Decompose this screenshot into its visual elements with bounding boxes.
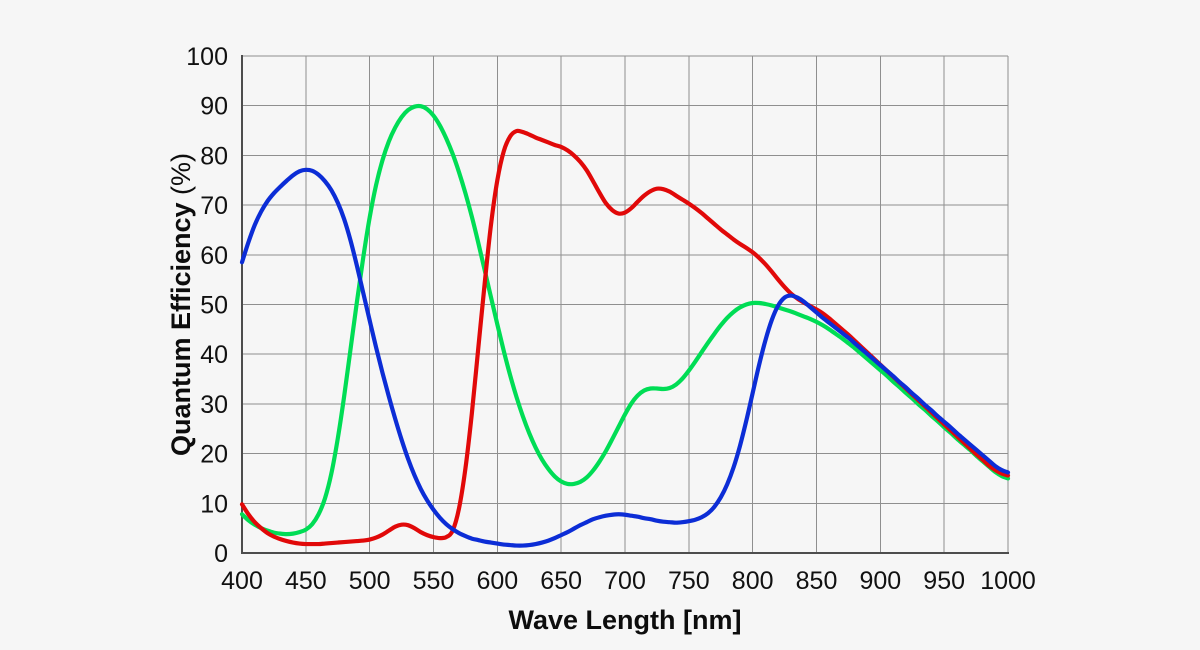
y-tick-40: 40 (200, 341, 228, 369)
y-axis-title-text: Quantum Efficiency (166, 202, 196, 456)
y-tick-100: 100 (186, 43, 228, 71)
x-tick-600: 600 (476, 567, 518, 595)
x-tick-700: 700 (604, 567, 646, 595)
y-tick-10: 10 (200, 490, 228, 518)
x-tick-550: 550 (413, 567, 455, 595)
y-tick-50: 50 (200, 292, 228, 320)
x-tick-800: 800 (732, 567, 774, 595)
x-tick-850: 850 (796, 567, 838, 595)
blue-channel-curve (239, 167, 1011, 548)
x-tick-900: 900 (859, 567, 901, 595)
y-tick-20: 20 (200, 441, 228, 469)
green-channel-curve (239, 103, 1011, 537)
x-axis-tick-labels: 400 450 500 550 600 650 700 750 800 850 900 950 1000 (221, 567, 1036, 595)
y-tick-80: 80 (200, 142, 228, 170)
chart-axes (241, 55, 1009, 554)
x-tick-450: 450 (285, 567, 327, 595)
y-tick-60: 60 (200, 242, 228, 270)
y-tick-90: 90 (200, 93, 228, 121)
chart-series-lines (239, 103, 1011, 548)
y-tick-70: 70 (200, 192, 228, 220)
x-tick-400: 400 (221, 567, 263, 595)
y-axis-title-unit: (%) (166, 153, 196, 203)
x-tick-1000: 1000 (980, 567, 1036, 595)
y-axis-tick-labels: 0 10 20 30 40 50 60 70 80 90 100 (186, 43, 228, 568)
y-tick-30: 30 (200, 391, 228, 419)
x-tick-950: 950 (923, 567, 965, 595)
x-tick-650: 650 (540, 567, 582, 595)
y-axis-title: Quantum Efficiency (%) (166, 153, 196, 456)
x-tick-500: 500 (349, 567, 391, 595)
y-tick-0: 0 (214, 540, 228, 568)
x-tick-750: 750 (668, 567, 710, 595)
x-axis-title: Wave Length [nm] (509, 605, 742, 635)
